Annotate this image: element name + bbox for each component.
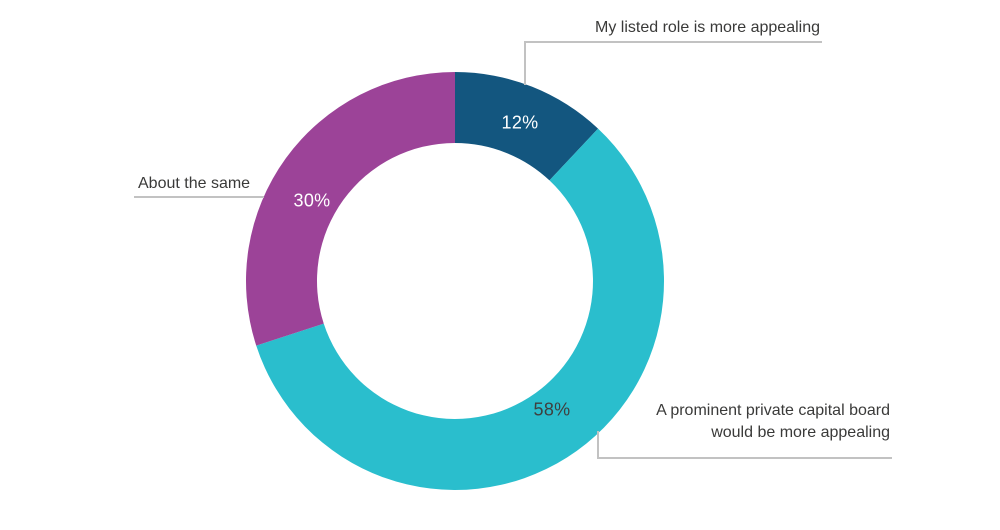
- donut-segment-2: [246, 72, 455, 346]
- leader-line-top-horizontal: [524, 41, 822, 43]
- value-label-about-same: 30%: [293, 190, 331, 211]
- leader-line-right-vertical: [597, 431, 599, 458]
- value-label-listed-role: 12%: [501, 112, 539, 133]
- donut-segment-1: [256, 128, 665, 491]
- callout-label-listed-role: My listed role is more appealing: [595, 19, 820, 36]
- leader-line-right-horizontal: [597, 457, 892, 459]
- callout-label-private-capital: A prominent private capital board would …: [656, 402, 890, 441]
- callout-label-about-same: About the same: [138, 175, 251, 192]
- leader-line-top-vertical: [524, 41, 526, 85]
- value-label-private-capital: 58%: [533, 399, 571, 420]
- donut-segment-0: [455, 72, 599, 181]
- leader-line-left-horizontal: [134, 196, 264, 198]
